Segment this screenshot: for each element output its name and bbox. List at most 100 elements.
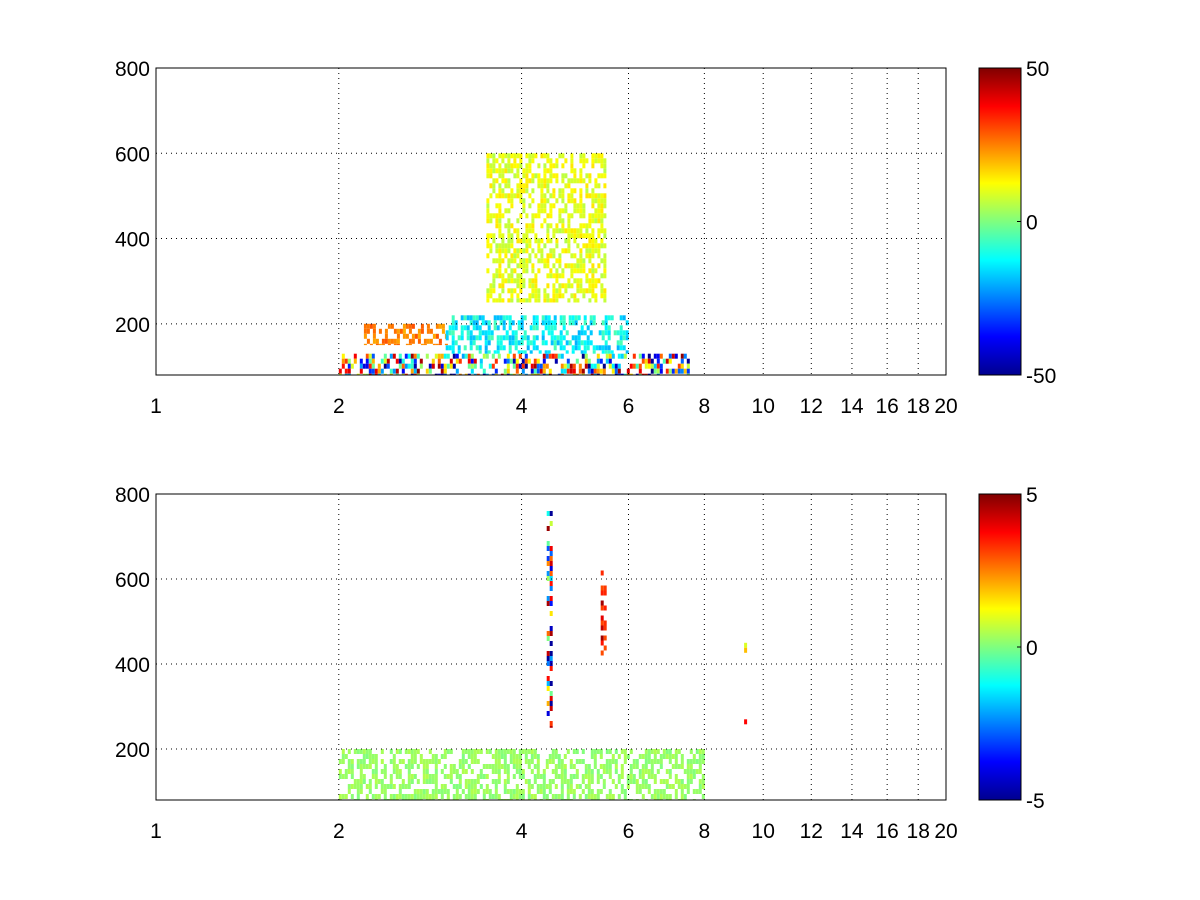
top-heatmap-cell [451,345,455,351]
top-heatmap-cell [600,238,604,244]
top-heatmap-cell [508,315,512,321]
top-heatmap-cell [435,343,439,346]
top-heatmap-cell [540,193,544,199]
top-heatmap-cell [519,238,523,244]
top-heatmap-cell [492,298,496,303]
bottom-heatmap-cell [549,631,553,636]
bottom-heatmap-cell [416,779,420,784]
bottom-heatmap-cell [548,754,552,759]
top-heatmap-cell [573,233,577,239]
bottom-heatmap-cell [506,779,510,784]
bottom-heatmap-cell [491,769,495,774]
bottom-heatmap-cell [549,721,553,726]
top-heatmap-cell [600,198,604,204]
top-heatmap-cell [616,330,620,336]
top-heatmap-cell [479,358,483,364]
bottom-heatmap-cell [560,779,564,784]
bottom-heatmap-cell [368,789,372,794]
top-heatmap-cell [457,335,461,341]
bottom-heatmap-cell [407,779,411,784]
bottom-heatmap-cell [359,779,363,784]
bottom-heatmap-cell [446,794,450,799]
top-heatmap-cell [593,363,597,369]
top-heatmap-cell [567,263,571,269]
top-heatmap-cell [365,373,369,375]
top-heatmap-cell [563,368,567,374]
top-heatmap-cell [494,368,498,374]
top-heatmap-cell [405,323,409,329]
top-heatmap-cell [555,223,559,229]
top-heatmap-cell [525,153,529,159]
bottom-heatmap-cell [536,754,540,759]
top-heatmap-cell [610,350,614,354]
top-heatmap-cell [499,315,503,321]
top-heatmap-cell [458,358,462,364]
top-heatmap-cell [551,353,555,359]
top-heatmap-cell [347,368,351,374]
top-heatmap-cell [540,183,544,189]
bottom-heatmap-cell [356,789,360,794]
bottom-heatmap-cell [557,764,561,769]
top-heatmap-cell [558,193,562,199]
top-heatmap-cell [629,363,633,369]
bottom-heatmap-cell [437,759,441,764]
top-heatmap-cell [569,368,573,374]
top-heatmap-cell [466,315,470,321]
top-heatmap-cell [591,283,595,289]
bottom-heatmap-cell [605,759,609,764]
top-heatmap-cell [411,338,415,344]
top-heatmap-cell [596,363,600,369]
bottom-heatmap-cell [557,754,561,759]
bottom-heatmap-cell [623,794,627,799]
bottom-heatmap-cell [680,754,684,759]
bottom-heatmap-cell [506,764,510,769]
bottom-heatmap-cell [683,794,687,799]
top-heatmap-cell [647,353,651,359]
top-heatmap-cell [523,335,527,341]
bottom-heatmap-cell [377,794,381,799]
top-heatmap-cell [503,358,507,364]
top-heatmap-cell [585,193,589,199]
top-heatmap-cell [531,188,535,194]
top-heatmap-cell [478,325,482,331]
bottom-heatmap-cell [341,754,345,759]
top-heatmap-cell [408,323,412,329]
top-heatmap-cell [671,368,675,374]
bottom-heatmap-cell [410,759,414,764]
top-heatmap-cell [469,315,473,321]
top-heatmap-cell [591,233,595,239]
top-heatmap-cell [501,173,505,179]
top-heatmap-cell [510,258,514,264]
top-heatmap-cell [558,263,562,269]
top-heatmap-cell [600,153,604,159]
top-heatmap-cell [478,350,482,354]
top-heatmap-cell [519,163,523,169]
bottom-heatmap-cell [674,749,678,754]
top-heatmap-cell [558,293,562,299]
top-heatmap-cell [507,248,511,254]
bottom-heatmap-cell [701,794,705,799]
top-heatmap-cell [383,353,387,359]
bottom-heatmap-cell [701,759,705,764]
top-heatmap-cell [590,373,594,375]
bottom-heatmap-cell [497,754,501,759]
top-heatmap-cell [568,340,572,346]
top-heatmap-cell [528,163,532,169]
bottom-heatmap-cell [611,754,615,759]
top-heatmap-cell [491,373,495,375]
top-heatmap-cell [555,258,559,264]
top-heatmap-cell [511,340,515,346]
bottom-heatmap-cell [617,779,621,784]
top-heatmap-cell [584,353,588,359]
top-heatmap-cell [564,248,568,254]
bottom-heatmap-cell [617,754,621,759]
bottom-x-tick-label: 8 [699,820,711,843]
top-heatmap-cell [475,335,479,341]
top-heatmap-cell [463,325,467,331]
bottom-heatmap-cell [659,779,663,784]
top-heatmap-cell [445,345,449,351]
top-heatmap-cell [585,248,589,254]
bottom-heatmap-cell [347,759,351,764]
top-heatmap-cell [498,193,502,199]
bottom-heatmap-cell [434,769,438,774]
